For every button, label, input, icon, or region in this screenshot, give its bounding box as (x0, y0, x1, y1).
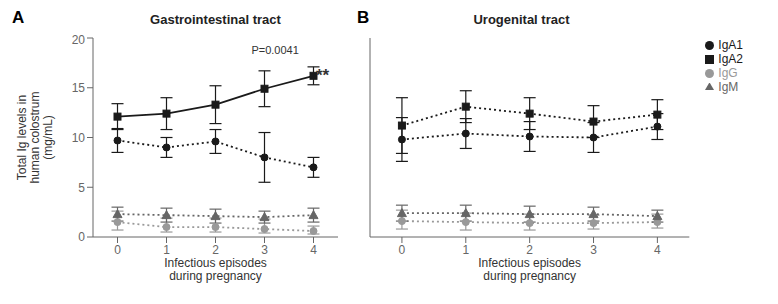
svg-text:**: ** (316, 66, 330, 85)
svg-text:15: 15 (72, 81, 86, 95)
svg-text:0: 0 (78, 230, 85, 244)
svg-text:0: 0 (399, 243, 406, 257)
svg-text:4: 4 (310, 243, 317, 257)
svg-text:20: 20 (72, 33, 86, 47)
svg-text:2: 2 (526, 243, 533, 257)
svg-text:1: 1 (462, 243, 469, 257)
svg-text:10: 10 (72, 131, 86, 145)
html-text:IgG: IgG (718, 66, 738, 80)
html-text:IgM: IgM (718, 80, 739, 94)
svg-text:5: 5 (78, 181, 85, 195)
svg-text:0: 0 (114, 243, 121, 257)
html-text:A: A (12, 8, 25, 27)
svg-text:2: 2 (212, 243, 219, 257)
svg-text:P=0.0041: P=0.0041 (251, 44, 298, 56)
svg-text:4: 4 (654, 243, 661, 257)
svg-text:Infectious episodesduring preg: Infectious episodesduring pregnancy (164, 256, 267, 283)
svg-text:3: 3 (261, 243, 268, 257)
html-text:IgA1: IgA1 (718, 38, 743, 52)
html-text:IgA2: IgA2 (718, 52, 743, 66)
svg-text:3: 3 (590, 243, 597, 257)
html-text:B: B (357, 8, 370, 27)
svg-text:Total Ig levels inhuman colost: Total Ig levels inhuman colostrum(mg/mL) (15, 91, 55, 183)
html-text:Urogenital tract: Urogenital tract (473, 12, 570, 27)
svg-text:1: 1 (163, 243, 170, 257)
html-text:Gastrointestinal tract: Gastrointestinal tract (150, 12, 281, 27)
svg-text:Infectious episodesduring preg: Infectious episodesduring pregnancy (478, 256, 581, 283)
